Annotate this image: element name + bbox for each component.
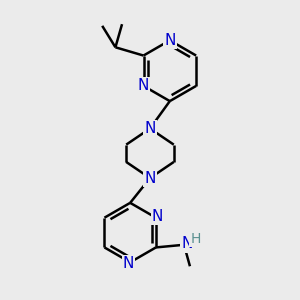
- Text: N: N: [144, 171, 156, 186]
- Text: N: N: [123, 256, 134, 272]
- Text: N: N: [138, 78, 149, 93]
- Text: N: N: [182, 236, 193, 251]
- Text: N: N: [152, 208, 163, 224]
- Text: N: N: [144, 121, 156, 136]
- Text: H: H: [190, 232, 201, 246]
- Text: N: N: [164, 33, 176, 48]
